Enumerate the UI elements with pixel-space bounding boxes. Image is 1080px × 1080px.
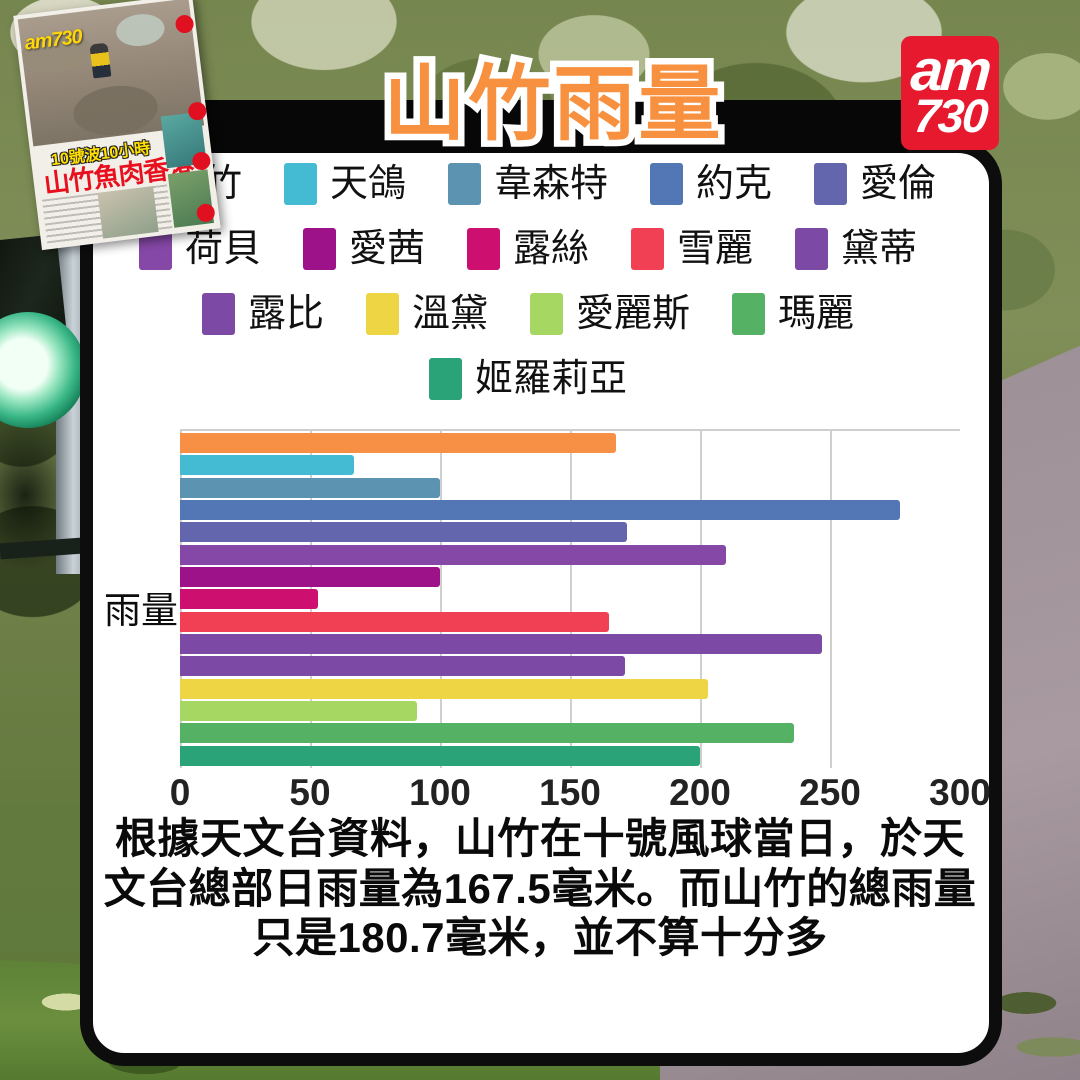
bar-雪麗 <box>180 611 609 632</box>
am730-logo: am 730 <box>901 36 999 150</box>
bar-黛蒂 <box>180 634 823 655</box>
bar-瑪麗 <box>180 723 794 744</box>
bar-愛茜 <box>180 567 440 588</box>
legend-label: 姬羅莉亞 <box>474 358 627 400</box>
legend-row: 荷貝 愛茜 露絲 雪麗 黛蒂 <box>138 228 917 270</box>
legend-swatch <box>814 163 848 205</box>
legend-swatch <box>283 163 317 205</box>
bar-愛倫 <box>180 522 628 543</box>
page-title: 山竹雨量 山竹雨量 <box>200 55 907 162</box>
legend-item-黛蒂: 黛蒂 <box>795 228 917 270</box>
bar-chart-plot-area <box>180 429 960 768</box>
legend-label: 露比 <box>247 293 324 335</box>
legend-swatch <box>447 163 481 205</box>
legend-swatch <box>428 358 462 400</box>
bar-露絲 <box>180 589 318 610</box>
x-axis-ticks: 0 50 100 150 200 250 300 <box>170 772 991 816</box>
newspaper-small-photo-3 <box>97 186 159 239</box>
am730-logo-line1: am <box>908 37 992 103</box>
x-tick-200: 200 <box>669 772 731 813</box>
title-banner <box>200 100 907 153</box>
legend-label: 韋森特 <box>493 163 608 205</box>
legend-label: 約克 <box>696 163 773 205</box>
legend-item-愛倫: 愛倫 <box>814 163 936 205</box>
page-title-outline: 山竹雨量 <box>377 55 727 154</box>
legend-item-溫黛: 溫黛 <box>365 293 488 335</box>
legend-swatch <box>795 228 829 270</box>
legend-label: 天鴿 <box>329 163 406 205</box>
page-title-text: 山竹雨量 <box>383 59 724 150</box>
caption-text: 根據天文台資料，山竹在十號風球當日，於天文台總部日雨量為167.5毫米。而山竹的… <box>103 815 977 962</box>
legend-item-瑪麗: 瑪麗 <box>732 293 854 335</box>
legend-row: 露比 溫黛 愛麗斯 瑪麗 <box>201 293 854 335</box>
bar-荷貝 <box>180 544 726 565</box>
bar-露比 <box>180 656 625 677</box>
x-tick-250: 250 <box>799 772 861 813</box>
x-tick-50: 50 <box>289 772 331 813</box>
legend-swatch <box>650 163 683 205</box>
legend-label: 黛蒂 <box>841 228 918 270</box>
newspaper-red-badge <box>191 150 212 172</box>
legend-swatch <box>732 293 766 335</box>
x-tick-0: 0 <box>169 772 191 813</box>
y-axis-label: 雨量 <box>104 590 178 631</box>
legend-item-愛麗斯: 愛麗斯 <box>530 293 690 335</box>
legend-swatch <box>466 228 500 270</box>
legend-row: 姬羅莉亞 <box>428 358 627 400</box>
legend-label: 溫黛 <box>411 293 488 335</box>
background-debris-right <box>990 970 1080 1080</box>
legend-row: 山竹天鴿韋森特約克愛倫 <box>119 163 936 205</box>
legend-label: 荷貝 <box>184 228 261 270</box>
legend-item-愛茜: 愛茜 <box>302 228 425 270</box>
bar-溫黛 <box>180 678 708 699</box>
legend-swatch <box>365 293 399 335</box>
legend-item-韋森特: 韋森特 <box>447 163 608 205</box>
legend-item-約克: 約克 <box>650 163 772 205</box>
bar-愛麗斯 <box>180 701 417 722</box>
legend-swatch <box>530 293 563 335</box>
bar-天鴿 <box>180 455 355 476</box>
legend-label: 愛倫 <box>860 163 937 205</box>
legend-item-天鴿: 天鴿 <box>283 163 406 205</box>
x-tick-100: 100 <box>409 772 471 813</box>
legend-label: 愛茜 <box>348 228 425 270</box>
bar-姬羅莉亞 <box>180 745 700 766</box>
legend-label: 露絲 <box>512 228 589 270</box>
legend-label: 瑪麗 <box>778 293 855 335</box>
newspaper-frontpage-thumbnail: am730 10號波10小時 山竹魚肉香港 <box>13 0 221 251</box>
legend-item-露絲: 露絲 <box>466 228 589 270</box>
legend-swatch <box>201 293 235 335</box>
bar-韋森特 <box>180 477 440 498</box>
x-tick-300: 300 <box>929 772 991 813</box>
x-tick-150: 150 <box>539 772 601 813</box>
legend-item-雪麗: 雪麗 <box>631 228 753 270</box>
legend-swatch <box>302 228 336 270</box>
chart-legend: 山竹天鴿韋森特約克愛倫荷貝愛茜露絲雪麗黛蒂露比溫黛愛麗斯瑪麗姬羅莉亞 <box>94 163 962 400</box>
legend-item-姬羅莉亞: 姬羅莉亞 <box>428 358 627 400</box>
bar-山竹 <box>180 433 616 453</box>
bar-約克 <box>180 500 901 521</box>
legend-label: 雪麗 <box>677 228 754 270</box>
legend-item-露比: 露比 <box>201 293 324 335</box>
legend-swatch <box>631 228 664 270</box>
legend-label: 愛麗斯 <box>576 293 691 335</box>
am730-logo-line2: 730 <box>911 89 989 143</box>
